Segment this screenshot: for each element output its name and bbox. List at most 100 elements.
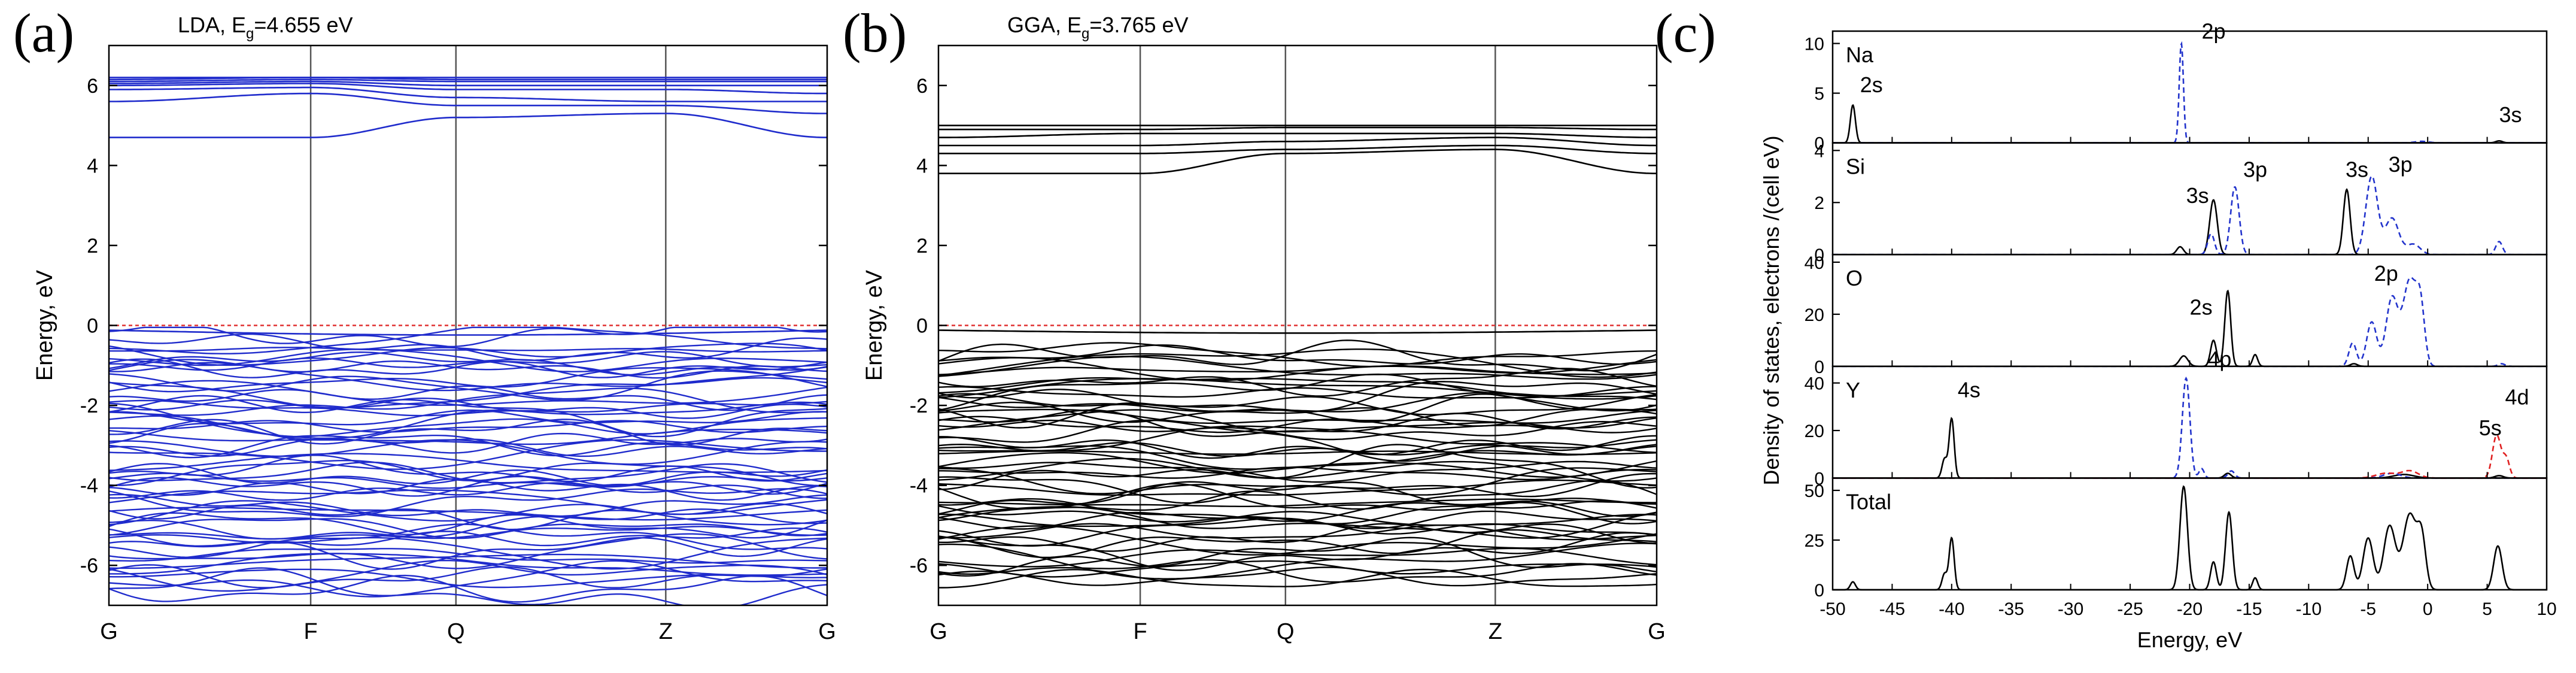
panel-title: LDA, Eg=4.655 eV	[178, 13, 353, 42]
x-axis-title: Energy, eV	[2137, 627, 2242, 652]
x-tick-label: -30	[2058, 599, 2083, 619]
valence-band	[109, 475, 827, 497]
valence-band	[938, 378, 1657, 400]
conduction-band	[938, 126, 1657, 131]
plot-area	[938, 46, 1657, 605]
y-tick-label: 0	[1814, 245, 1824, 265]
y-tick-label: 6	[87, 75, 98, 98]
y-tick-label: 0	[1814, 357, 1824, 377]
y-tick-label: -6	[80, 554, 98, 577]
subplot-frame	[1831, 30, 2548, 144]
x-tick-label: 5	[2482, 599, 2492, 619]
x-tick-label: Q	[447, 619, 465, 644]
valence-band	[109, 453, 827, 473]
element-label: O	[1846, 266, 1863, 290]
y-tick-label: 2	[916, 235, 928, 257]
valence-band	[109, 438, 827, 457]
panel-label: (a)	[13, 2, 74, 63]
valence-band	[938, 408, 1657, 424]
valence-band	[109, 502, 827, 530]
dos-curve-total	[1833, 485, 2547, 591]
valence-band	[109, 500, 827, 526]
valence-band	[938, 416, 1657, 433]
valence-band	[109, 347, 827, 353]
y-tick-label: 4	[87, 154, 98, 177]
valence-band	[938, 480, 1657, 511]
valence-band	[938, 498, 1657, 522]
orbital-label: 2p	[2201, 19, 2225, 44]
x-tick-label: -25	[2117, 599, 2143, 619]
y-tick-label: -2	[910, 395, 928, 417]
valence-band	[109, 326, 827, 354]
conduction-band	[938, 137, 1657, 147]
x-tick-label: -50	[1819, 599, 1845, 619]
y-tick-label: 4	[1814, 141, 1824, 161]
y-tick-label: -4	[910, 475, 928, 498]
valence-band	[109, 489, 827, 515]
valence-band	[938, 479, 1657, 496]
orbital-label: 2p	[2374, 261, 2398, 286]
valence-band	[938, 529, 1657, 559]
valence-band-top	[109, 329, 827, 336]
valence-band	[109, 385, 827, 411]
valence-band	[938, 365, 1657, 375]
panel-label: (c)	[1655, 2, 1716, 63]
valence-band	[938, 483, 1657, 525]
valence-band	[109, 559, 827, 592]
valence-band	[109, 435, 827, 459]
y-tick-label: 2	[87, 235, 98, 257]
dos-curve-p	[1833, 41, 2547, 144]
x-tick-label: G	[818, 619, 836, 644]
y-axis-title: Density of states, electrons /(cell eV)	[1759, 135, 1784, 485]
plot-area	[109, 46, 827, 605]
valence-band	[109, 399, 827, 417]
y-tick-label: 20	[1805, 305, 1824, 325]
valence-band	[109, 518, 827, 539]
element-label: Y	[1846, 378, 1860, 402]
valence-band	[109, 528, 827, 547]
orbital-label: 3s	[2499, 102, 2522, 127]
x-tick-label: F	[303, 619, 317, 644]
valence-band	[938, 445, 1657, 470]
y-tick-label: 10	[1805, 35, 1824, 54]
valence-band	[938, 467, 1657, 496]
y-tick-label: -2	[80, 395, 98, 417]
conduction-band	[938, 148, 1657, 174]
valence-band	[109, 526, 827, 540]
conduction-band	[109, 78, 827, 83]
conduction-band	[109, 86, 827, 102]
x-tick-label: -40	[1939, 599, 1964, 619]
valence-band	[109, 397, 827, 419]
x-tick-label: -10	[2296, 599, 2322, 619]
x-tick-label: G	[1648, 619, 1666, 644]
valence-band	[109, 401, 827, 439]
y-tick-label: 2	[1814, 193, 1824, 213]
valence-band	[938, 460, 1657, 483]
valence-band	[109, 333, 827, 361]
orbital-label: 4p	[2207, 347, 2231, 371]
orbital-label: 5s	[2479, 416, 2502, 440]
panel-a-band-structure-lda: (a) LDA, Eg=4.655 eV -6 -4 -2 0 2 4 6 G F Q Z G Energy…	[13, 2, 836, 644]
y-tick-label: 50	[1805, 481, 1824, 501]
valence-band	[109, 358, 827, 378]
valence-band	[938, 547, 1657, 568]
y-tick-label: 5	[1814, 84, 1824, 104]
x-tick-label: G	[100, 619, 118, 644]
orbital-label: 4s	[1958, 377, 1980, 402]
x-tick-label: G	[929, 619, 947, 644]
conduction-band	[109, 113, 827, 138]
valence-band	[109, 439, 827, 470]
x-tick-label: 10	[2536, 599, 2556, 619]
valence-band	[938, 481, 1657, 517]
y-tick-label: 0	[1814, 134, 1824, 154]
panel-c-density-of-states: (c) 0 5 10 Na 2s 2p 3s 0 2 4 Si 3s 3p 3s 3p 0 20 40 O 2s 2p 0 2…	[1655, 2, 2557, 652]
x-tick-label: -20	[2177, 599, 2203, 619]
valence-band	[109, 380, 827, 406]
valence-band	[109, 537, 827, 570]
y-tick-label: 40	[1805, 374, 1824, 394]
valence-band-top	[938, 329, 1657, 334]
dos-subplot-na: 0 5 10 Na 2s 2p 3s	[1805, 19, 2548, 154]
valence-band	[109, 567, 827, 605]
